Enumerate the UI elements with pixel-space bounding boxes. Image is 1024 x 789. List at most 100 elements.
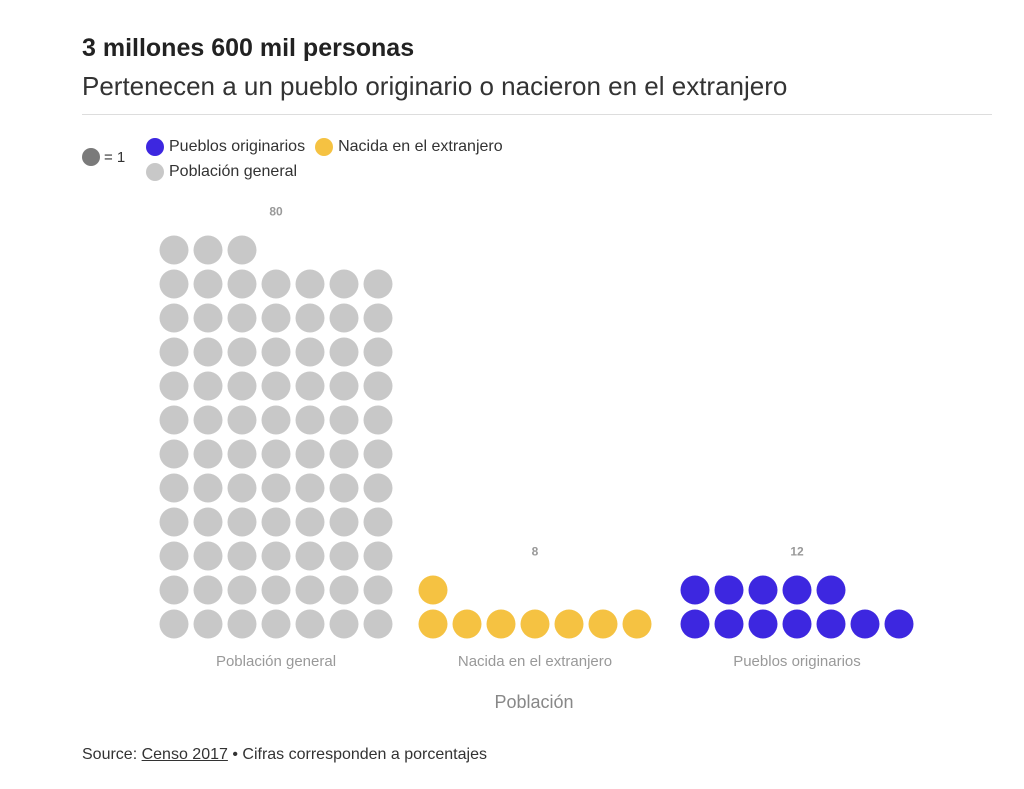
waffle-dot-general[interactable] [363, 473, 393, 503]
waffle-dot-general[interactable] [159, 337, 189, 367]
waffle-dot-pueblos[interactable] [782, 609, 812, 639]
waffle-dot-general[interactable] [227, 541, 257, 571]
waffle-dot-general[interactable] [261, 405, 291, 435]
waffle-dot-general[interactable] [363, 371, 393, 401]
waffle-dot-general[interactable] [261, 473, 291, 503]
waffle-dot-general[interactable] [159, 371, 189, 401]
waffle-dot-general[interactable] [329, 371, 359, 401]
waffle-dot-general[interactable] [261, 337, 291, 367]
waffle-dot-general[interactable] [159, 541, 189, 571]
waffle-dot-general[interactable] [295, 609, 325, 639]
waffle-dot-general[interactable] [193, 609, 223, 639]
waffle-dot-general[interactable] [227, 405, 257, 435]
waffle-dot-general[interactable] [193, 371, 223, 401]
waffle-dot-general[interactable] [193, 337, 223, 367]
waffle-dot-pueblos[interactable] [850, 609, 880, 639]
waffle-dot-extranjero[interactable] [452, 609, 482, 639]
waffle-dot-general[interactable] [363, 609, 393, 639]
waffle-dot-general[interactable] [363, 541, 393, 571]
waffle-dot-general[interactable] [261, 439, 291, 469]
waffle-dot-pueblos[interactable] [782, 575, 812, 605]
waffle-dot-extranjero[interactable] [486, 609, 516, 639]
waffle-dot-general[interactable] [295, 269, 325, 299]
waffle-dot-general[interactable] [295, 473, 325, 503]
waffle-dot-extranjero[interactable] [622, 609, 652, 639]
waffle-dot-general[interactable] [329, 303, 359, 333]
waffle-dot-pueblos[interactable] [680, 609, 710, 639]
waffle-dot-general[interactable] [261, 371, 291, 401]
waffle-dot-extranjero[interactable] [520, 609, 550, 639]
waffle-dot-general[interactable] [159, 575, 189, 605]
waffle-dot-general[interactable] [227, 235, 257, 265]
waffle-dot-extranjero[interactable] [418, 575, 448, 605]
waffle-dot-general[interactable] [159, 439, 189, 469]
waffle-dot-general[interactable] [363, 507, 393, 537]
waffle-dot-general[interactable] [227, 575, 257, 605]
waffle-dot-general[interactable] [295, 541, 325, 571]
waffle-dot-pueblos[interactable] [680, 575, 710, 605]
waffle-dot-general[interactable] [295, 405, 325, 435]
waffle-dot-general[interactable] [261, 303, 291, 333]
waffle-dot-pueblos[interactable] [714, 575, 744, 605]
source-link[interactable]: Censo 2017 [141, 746, 228, 763]
waffle-dot-general[interactable] [159, 609, 189, 639]
waffle-dot-general[interactable] [295, 371, 325, 401]
waffle-dot-general[interactable] [193, 303, 223, 333]
waffle-dot-extranjero[interactable] [588, 609, 618, 639]
waffle-dot-general[interactable] [227, 609, 257, 639]
waffle-dot-general[interactable] [193, 473, 223, 503]
waffle-dot-general[interactable] [329, 473, 359, 503]
waffle-dot-general[interactable] [329, 337, 359, 367]
waffle-dot-general[interactable] [159, 269, 189, 299]
waffle-dot-general[interactable] [159, 235, 189, 265]
waffle-dot-general[interactable] [227, 269, 257, 299]
waffle-dot-general[interactable] [227, 303, 257, 333]
waffle-dot-general[interactable] [261, 609, 291, 639]
waffle-dot-general[interactable] [193, 507, 223, 537]
waffle-dot-general[interactable] [193, 269, 223, 299]
waffle-dot-extranjero[interactable] [554, 609, 584, 639]
waffle-dot-general[interactable] [295, 575, 325, 605]
waffle-dot-general[interactable] [295, 507, 325, 537]
waffle-dot-pueblos[interactable] [748, 609, 778, 639]
waffle-dot-general[interactable] [261, 269, 291, 299]
waffle-dot-extranjero[interactable] [418, 609, 448, 639]
waffle-dot-general[interactable] [227, 507, 257, 537]
waffle-dot-general[interactable] [227, 371, 257, 401]
waffle-dot-general[interactable] [159, 473, 189, 503]
waffle-dot-general[interactable] [193, 439, 223, 469]
waffle-dot-general[interactable] [193, 405, 223, 435]
waffle-dot-general[interactable] [363, 337, 393, 367]
waffle-dot-general[interactable] [227, 473, 257, 503]
waffle-dot-general[interactable] [329, 575, 359, 605]
waffle-dot-general[interactable] [363, 269, 393, 299]
waffle-dot-general[interactable] [329, 269, 359, 299]
waffle-dot-general[interactable] [227, 439, 257, 469]
waffle-dot-general[interactable] [261, 575, 291, 605]
waffle-dot-general[interactable] [329, 609, 359, 639]
legend-item-pueblos[interactable]: Pueblos originarios [146, 136, 305, 157]
waffle-dot-general[interactable] [261, 507, 291, 537]
waffle-dot-general[interactable] [159, 507, 189, 537]
waffle-dot-pueblos[interactable] [714, 609, 744, 639]
waffle-dot-general[interactable] [295, 337, 325, 367]
waffle-dot-general[interactable] [193, 575, 223, 605]
waffle-dot-pueblos[interactable] [816, 575, 846, 605]
waffle-dot-general[interactable] [227, 337, 257, 367]
legend-item-general[interactable]: Población general [146, 161, 297, 182]
waffle-dot-general[interactable] [329, 439, 359, 469]
waffle-dot-general[interactable] [159, 405, 189, 435]
waffle-dot-general[interactable] [159, 303, 189, 333]
waffle-dot-general[interactable] [261, 541, 291, 571]
waffle-dot-general[interactable] [363, 303, 393, 333]
waffle-dot-general[interactable] [295, 439, 325, 469]
legend-item-extranjero[interactable]: Nacida en el extranjero [315, 136, 503, 157]
waffle-dot-general[interactable] [193, 541, 223, 571]
waffle-dot-general[interactable] [193, 235, 223, 265]
waffle-dot-general[interactable] [295, 303, 325, 333]
waffle-dot-pueblos[interactable] [884, 609, 914, 639]
waffle-dot-general[interactable] [363, 405, 393, 435]
waffle-dot-general[interactable] [329, 541, 359, 571]
waffle-dot-general[interactable] [329, 405, 359, 435]
waffle-dot-general[interactable] [329, 507, 359, 537]
